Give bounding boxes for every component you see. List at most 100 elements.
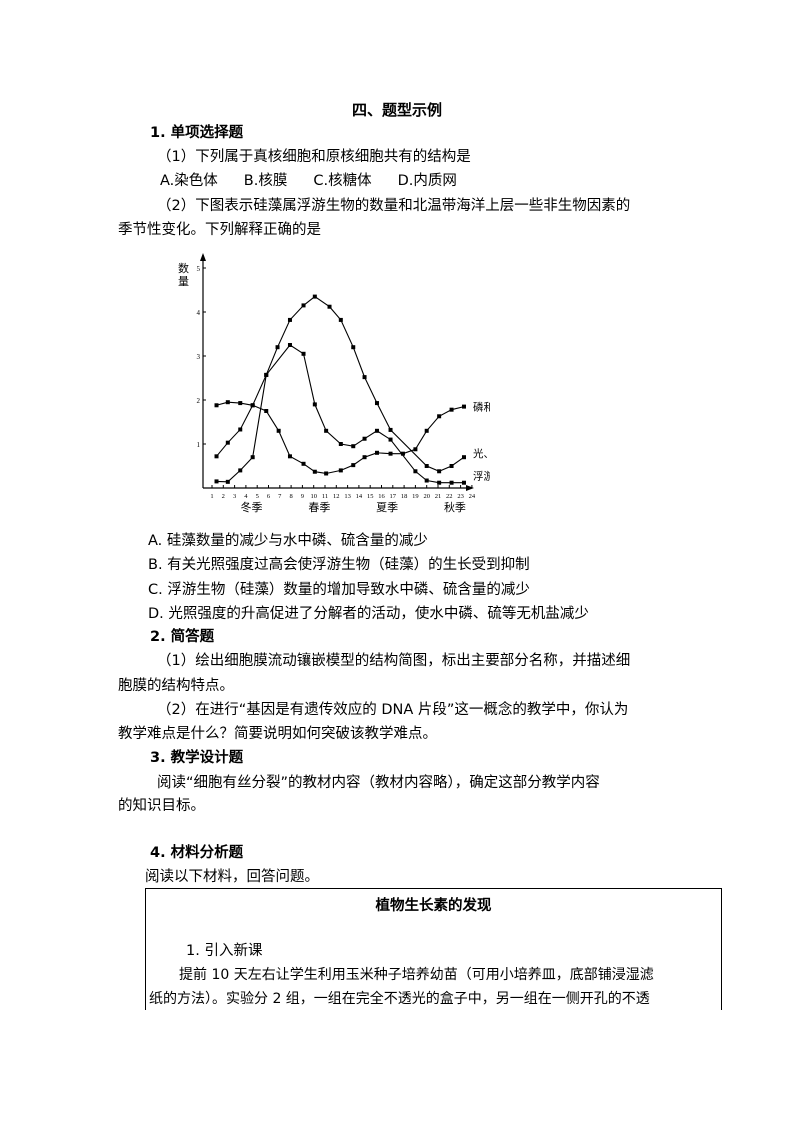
x-tick-label: 15	[367, 493, 374, 500]
data-point	[238, 427, 243, 432]
season-label: 春季	[308, 501, 330, 514]
data-point	[238, 468, 243, 473]
s3-line1: 阅读“细胞有丝分裂”的教材内容（教材内容略），确定这部分教学内容	[157, 775, 600, 791]
x-tick-label: 6	[267, 493, 271, 500]
data-point	[238, 401, 243, 406]
q1-option-d: D.内质网	[397, 173, 457, 189]
data-point	[449, 480, 454, 485]
q2-option-c: C. 浮游生物（硅藻）数量的增加导致水中磷、硫含量的减少	[148, 582, 530, 598]
data-point	[351, 345, 356, 350]
data-point	[275, 345, 280, 350]
x-tick-label: 8	[289, 493, 292, 500]
data-point	[424, 428, 429, 433]
y-axis-arrow	[200, 253, 206, 261]
chart-marks: 磷和硫光、温度浮游生物（硅藻）	[214, 294, 490, 485]
material-line1: 提前 10 天左右让学生利用玉米种子培养幼苗（可用小培养皿，底部铺浸湿滤	[179, 967, 654, 983]
data-point	[327, 304, 332, 309]
data-point	[214, 454, 219, 459]
data-point	[362, 375, 367, 380]
x-tick-label: 23	[457, 493, 464, 500]
data-point	[362, 436, 367, 441]
data-point	[461, 455, 466, 460]
data-point	[400, 451, 405, 456]
x-tick-label: 9	[301, 493, 304, 500]
data-point	[287, 343, 292, 347]
x-tick-label: 18	[401, 493, 408, 500]
data-point	[374, 428, 379, 433]
section-2-title: 2. 简答题	[150, 629, 215, 645]
material-subheading: 1. 引入新课	[186, 943, 263, 959]
data-point	[225, 479, 230, 484]
data-point	[351, 444, 356, 449]
x-tick-label: 19	[412, 493, 419, 500]
data-point	[250, 455, 255, 460]
data-point	[250, 403, 255, 408]
x-tick-label: 24	[469, 493, 476, 500]
material-box: 植物生长素的发现 1. 引入新课 提前 10 天左右让学生利用玉米种子培养幼苗（…	[145, 888, 722, 1010]
data-point	[362, 455, 367, 460]
x-tick-label: 22	[446, 493, 453, 500]
section-1-title: 1. 单项选择题	[150, 125, 244, 141]
data-point	[413, 469, 418, 474]
series-line	[216, 401, 465, 475]
s3-line2: 的知识目标。	[118, 798, 205, 814]
q1-options: A.染色体 B.核膜 C.核糖体 D.内质网	[160, 172, 483, 190]
data-point	[312, 469, 317, 474]
data-point	[225, 400, 230, 405]
q1-option-c: C.核糖体	[313, 173, 372, 189]
data-point	[264, 409, 269, 413]
q2-stem-line2: 季节性变化。下列解释正确的是	[118, 222, 321, 238]
x-tick-label: 14	[356, 493, 363, 500]
season-label: 秋季	[444, 500, 466, 514]
data-point	[413, 447, 418, 452]
x-tick-label: 16	[378, 493, 385, 500]
x-tick-label: 4	[244, 493, 248, 500]
s2-q1-line2: 胞膜的结构特点。	[118, 678, 234, 694]
data-point	[287, 317, 292, 322]
x-tick-label: 21	[435, 493, 442, 500]
data-point	[338, 468, 343, 473]
data-point	[324, 428, 329, 433]
data-point	[437, 469, 442, 474]
x-tick-label: 13	[344, 493, 351, 500]
q1-stem: （1）下列属于真核细胞和原核细胞共有的结构是	[157, 149, 471, 165]
season-label: 冬季	[241, 500, 263, 514]
data-point	[437, 414, 442, 419]
data-point	[301, 303, 306, 308]
section-heading: 四、题型示例	[351, 101, 442, 119]
data-point	[312, 402, 317, 407]
x-axis-arrow	[466, 485, 474, 491]
x-tick-label: 3	[233, 493, 236, 500]
data-point	[301, 461, 306, 466]
section-3-title: 3. 教学设计题	[150, 750, 244, 766]
y-tick-label: 2	[197, 397, 201, 405]
series-legend-label: 浮游生物（硅藻）	[473, 470, 490, 483]
data-point	[338, 442, 343, 446]
s2-q1-line1: （1）绘出细胞膜流动镶嵌模型的结构简图，标出主要部分名称，并描述细	[157, 653, 631, 669]
data-point	[449, 464, 454, 468]
data-point	[461, 404, 466, 409]
q2-option-d: D. 光照强度的升高促进了分解者的活动，使水中磷、硫等无机盐减少	[148, 606, 589, 622]
s2-q2-line1: （2）在进行“基因是有遗传效应的 DNA 片段”这一概念的教学中，你认为	[157, 702, 629, 718]
season-label: 夏季	[376, 501, 398, 514]
data-point	[388, 437, 393, 442]
data-point	[214, 403, 219, 408]
y-tick-label: 4	[197, 309, 201, 317]
x-tick-label: 17	[390, 493, 397, 500]
s4-intro: 阅读以下材料，回答问题。	[145, 869, 319, 885]
data-point	[424, 478, 429, 483]
y-axis-label-char: 量	[178, 275, 189, 288]
x-tick-label: 1	[210, 493, 213, 500]
q2-option-b: B. 有关光照强度过高会使浮游生物（硅藻）的生长受到抑制	[148, 557, 530, 573]
data-point	[374, 401, 379, 406]
x-tick-label: 5	[256, 493, 259, 500]
s2-q2-line2: 教学难点是什么？简要说明如何突破该教学难点。	[118, 726, 437, 742]
series-legend-label: 光、温度	[473, 447, 490, 460]
material-title: 植物生长素的发现	[375, 898, 492, 914]
data-point	[388, 427, 393, 432]
data-point	[351, 463, 356, 468]
y-tick-label: 5	[197, 265, 201, 273]
x-tick-label: 11	[322, 493, 328, 500]
data-point	[374, 450, 379, 455]
